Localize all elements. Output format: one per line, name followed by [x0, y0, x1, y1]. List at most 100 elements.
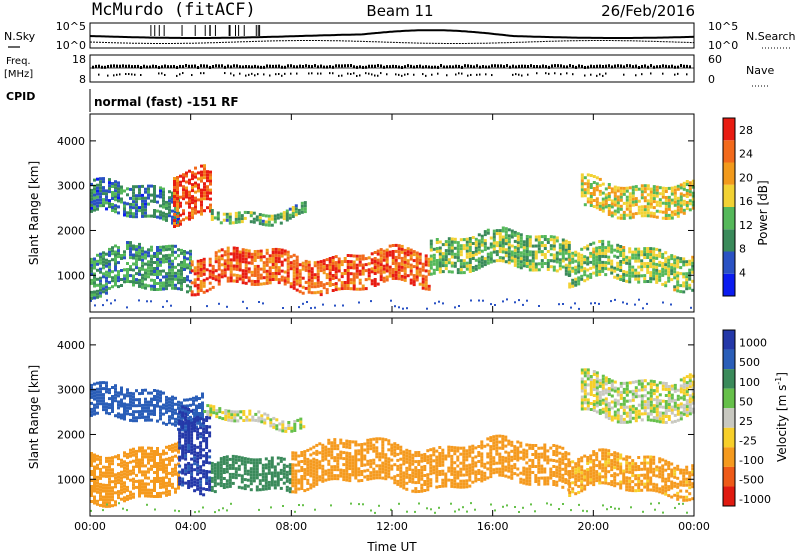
echo-cell: [480, 461, 484, 465]
echo-cell: [483, 471, 487, 475]
echo-cell: [219, 221, 223, 225]
echo-cell: [96, 177, 99, 181]
echo-cell: [537, 244, 541, 248]
echo-cell: [231, 460, 235, 464]
echo-cell: [319, 290, 323, 294]
echo-cell: [199, 262, 203, 265]
echo-cell: [237, 467, 241, 471]
echo-cell: [246, 457, 250, 461]
echo-cell: [435, 265, 439, 268]
echo-cell: [285, 485, 289, 489]
echo-cell: [655, 253, 659, 257]
echo-cell: [405, 466, 409, 470]
echo-cell: [223, 259, 227, 263]
echo-cell: [474, 470, 478, 474]
echo-cell: [298, 263, 302, 267]
echo-cell: [507, 240, 511, 244]
echo-cell: [690, 306, 692, 309]
echo-cell: [670, 210, 674, 214]
echo-cell: [168, 202, 171, 206]
echo-cell: [292, 262, 296, 266]
echo-cell: [688, 262, 692, 266]
echo-cell: [334, 285, 338, 289]
echo-cell: [235, 255, 239, 259]
freq-mark: [179, 64, 181, 68]
echo-cell: [214, 275, 218, 279]
echo-cell: [381, 470, 385, 474]
echo-cell: [132, 416, 135, 420]
echo-cell: [197, 189, 200, 193]
echo-cell: [184, 466, 188, 470]
echo-cell: [202, 284, 206, 288]
echo-cell: [462, 455, 466, 459]
nave-mark: [134, 73, 136, 76]
echo-cell: [174, 271, 177, 275]
echo-cell: [435, 250, 439, 253]
echo-cell: [159, 213, 162, 217]
echo-cell: [664, 263, 668, 267]
echo-cell: [123, 274, 126, 278]
echo-cell: [150, 391, 153, 395]
echo-cell: [400, 247, 404, 251]
echo-cell: [688, 268, 692, 272]
freq-mark: [557, 64, 559, 68]
echo-cell: [412, 253, 416, 257]
echo-cell: [117, 181, 120, 185]
echo-cell: [102, 251, 105, 255]
echo-cell: [108, 190, 111, 194]
echo-cell: [102, 266, 105, 270]
echo-cell: [444, 478, 448, 482]
echo-cell: [99, 195, 102, 199]
echo-cell: [93, 489, 96, 493]
echo-cell: [287, 421, 291, 424]
echo-cell: [105, 285, 108, 289]
echo-cell: [205, 461, 209, 464]
echo-cell: [586, 179, 590, 183]
echo-cell: [198, 415, 201, 418]
echo-cell: [393, 448, 397, 452]
echo-cell: [564, 251, 568, 255]
echo-cell: [102, 275, 105, 279]
echo-cell: [197, 183, 200, 187]
echo-cell: [525, 247, 529, 250]
echo-cell: [129, 496, 132, 500]
echo-cell: [309, 486, 313, 490]
echo-cell: [126, 409, 129, 413]
echo-cell: [114, 280, 117, 284]
echo-cell: [135, 278, 138, 282]
echo-cell: [360, 470, 364, 473]
echo-cell: [637, 211, 641, 215]
freq-mark: [653, 65, 655, 69]
echo-cell: [658, 210, 662, 214]
echo-cell: [180, 263, 183, 267]
echo-cell: [291, 484, 295, 488]
echo-cell: [622, 270, 626, 273]
echo-cell: [303, 459, 307, 463]
echo-cell: [580, 191, 584, 195]
echo-cell: [176, 200, 179, 203]
echo-cell: [283, 258, 287, 262]
echo-cell: [673, 203, 677, 207]
echo-cell: [295, 279, 299, 283]
echo-cell: [199, 441, 203, 445]
echo-cell: [564, 266, 568, 270]
echo-cell: [111, 194, 114, 197]
echo-cell: [444, 264, 448, 268]
echo-cell: [465, 485, 469, 489]
echo-cell: [667, 198, 671, 202]
echo-cell: [165, 206, 168, 210]
echo-cell: [176, 224, 179, 227]
echo-cell: [198, 421, 201, 424]
echo-cell: [99, 255, 102, 259]
echo-cell: [391, 256, 395, 259]
echo-cell: [123, 472, 126, 476]
echo-cell: [171, 443, 174, 447]
echo-cell: [564, 242, 568, 246]
echo-cell: [631, 256, 635, 260]
echo-cell: [295, 276, 299, 280]
echo-cell: [543, 247, 547, 250]
echo-cell: [522, 243, 526, 247]
echo-cell: [300, 484, 304, 487]
echo-cell: [613, 203, 617, 207]
echo-cell: [288, 216, 292, 220]
